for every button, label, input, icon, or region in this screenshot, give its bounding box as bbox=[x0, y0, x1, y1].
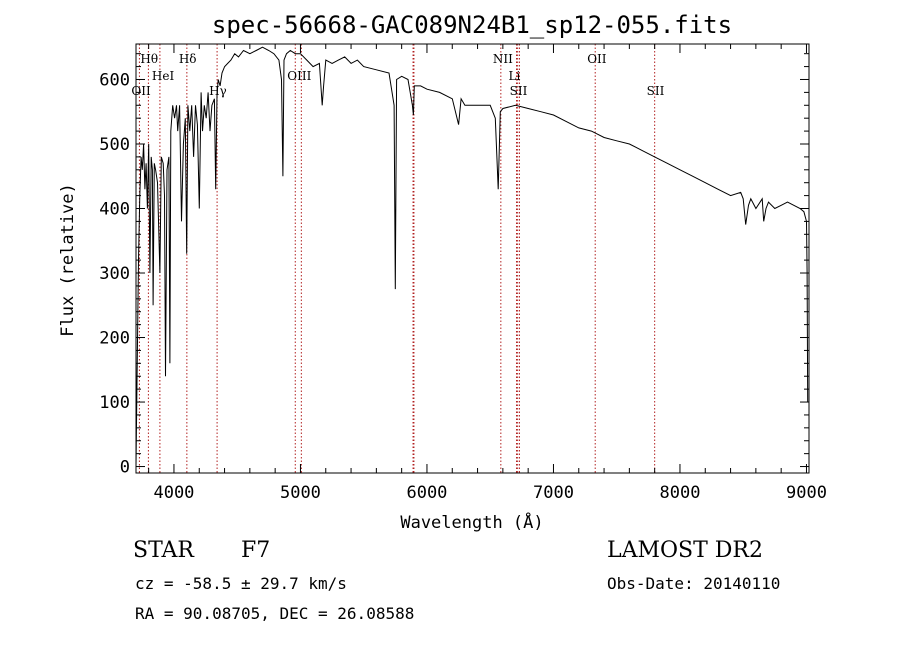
plot-frame bbox=[135, 43, 810, 474]
line-marker-label: Hθ bbox=[140, 52, 158, 66]
x-tick-label: 5000 bbox=[280, 483, 321, 503]
observation-date: Obs-Date: 20140110 bbox=[607, 574, 780, 593]
line-marker-label: SII bbox=[510, 84, 528, 98]
y-tick-label: 200 bbox=[99, 329, 130, 349]
line-marker-label: SII bbox=[647, 84, 665, 98]
x-tick-label: 6000 bbox=[406, 483, 447, 503]
object-class: STAR bbox=[133, 538, 195, 563]
ra-dec: RA = 90.08705, DEC = 26.08588 bbox=[135, 604, 414, 623]
survey-name: LAMOST DR2 bbox=[607, 538, 763, 563]
line-marker-label: HeI bbox=[152, 69, 175, 83]
line-marker-label: NII bbox=[493, 52, 513, 66]
spectrum-line bbox=[135, 46, 809, 467]
chart-title: spec-56668-GAC089N24B1_sp12-055.fits bbox=[212, 11, 732, 39]
axis-ticks: 4000 5000 6000 7000 8000 9000 0 100 200 300 400 500… bbox=[99, 44, 827, 503]
line-marker-label: OIII bbox=[287, 69, 311, 83]
y-tick-label: 500 bbox=[99, 135, 130, 155]
y-tick-label: 300 bbox=[99, 264, 130, 284]
line-marker-label: Hγ bbox=[209, 84, 227, 98]
x-tick-label: 8000 bbox=[659, 483, 700, 503]
object-subclass: F7 bbox=[241, 538, 270, 563]
y-axis-label: Flux (relative) bbox=[58, 183, 78, 337]
line-marker-label: OII bbox=[131, 84, 151, 98]
x-tick-label: 9000 bbox=[786, 483, 827, 503]
y-tick-label: 600 bbox=[99, 70, 130, 90]
x-axis-label: Wavelength (Å) bbox=[400, 511, 543, 533]
x-tick-label: 7000 bbox=[533, 483, 574, 503]
redshift-cz: cz = -58.5 ± 29.7 km/s bbox=[135, 574, 347, 593]
y-tick-label: 0 bbox=[120, 458, 130, 478]
x-tick-label: 4000 bbox=[153, 483, 194, 503]
spectral-line-markers bbox=[138, 44, 656, 473]
line-marker-label: Hδ bbox=[179, 52, 197, 66]
y-tick-label: 400 bbox=[99, 200, 130, 220]
line-marker-label: Li bbox=[509, 69, 521, 83]
line-marker-label: OII bbox=[587, 52, 607, 66]
y-tick-label: 100 bbox=[99, 393, 130, 413]
